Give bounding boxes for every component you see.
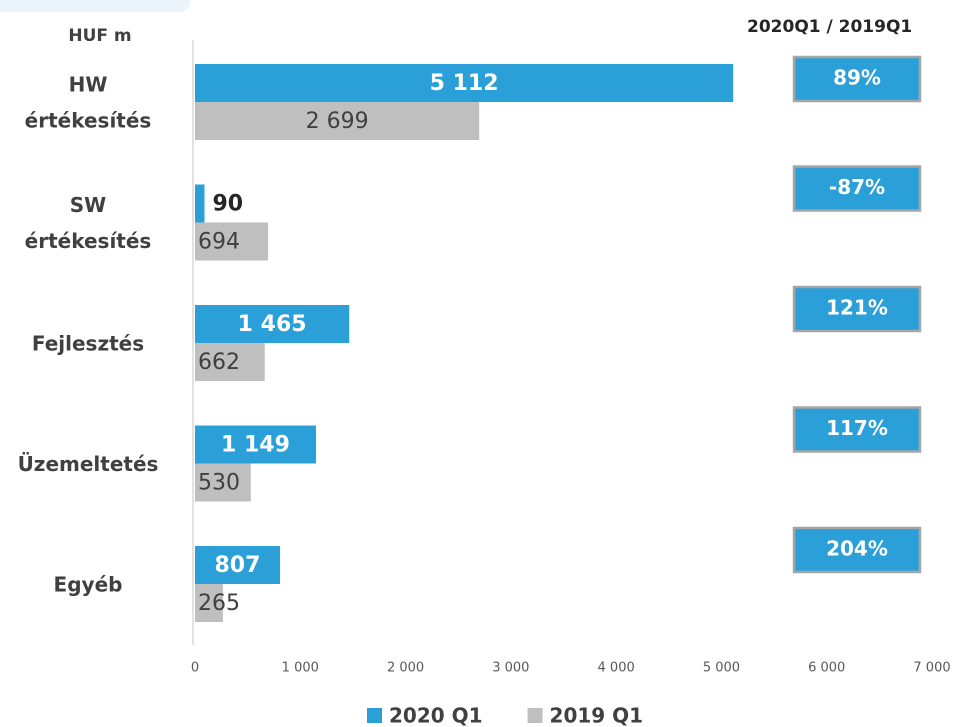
ratio-label: 204% [826,537,888,561]
x-tick-label: 4 000 [598,661,635,676]
category-label: értékesítés [25,109,152,133]
bar [195,102,480,140]
legend-label: 2020 Q1 [389,704,483,727]
bar [195,584,223,622]
category-label: HW [69,73,108,97]
bar [195,184,205,223]
x-tick-label: 7 000 [913,661,950,676]
category-label: értékesítés [25,229,152,253]
legend-label: 2019 Q1 [550,704,644,727]
category-label: Egyéb [54,573,123,597]
value-label: 662 [198,350,240,375]
value-label: 530 [198,471,240,496]
value-label: 5 112 [430,71,499,96]
value-label: 807 [215,553,261,578]
ratio-label: 89% [833,66,881,90]
category-label: SW [70,193,106,217]
value-label: 90 [212,192,243,217]
ratio-label: -87% [829,175,885,199]
x-tick-label: 3 000 [492,661,529,676]
legend-swatch [367,708,382,723]
x-tick-label: 1 000 [282,661,319,676]
ratio-title: 2020Q1 / 2019Q1 [747,17,912,37]
x-tick-label: 5 000 [703,661,740,676]
ratio-box [792,165,922,212]
legend-swatch [527,708,543,723]
unit-label: HUF m [68,26,131,46]
value-label: 265 [198,591,240,616]
bar [195,343,265,381]
value-label: 2 699 [306,109,369,134]
ratio-box [792,406,922,453]
ratio-box [792,55,922,103]
x-tick-label: 0 [191,661,199,676]
value-label: 1 465 [238,312,307,337]
value-label: 1 149 [221,433,290,458]
bar [195,463,251,502]
category-label: Fejlesztés [32,332,144,356]
bar [195,64,734,102]
bar [195,222,269,261]
ratio-label: 121% [826,296,888,320]
decor-tab [0,0,190,12]
x-tick-label: 2 000 [387,661,424,676]
ratio-label: 117% [826,416,888,440]
bar [195,425,316,464]
ratio-box [792,526,922,574]
x-tick-label: 6 000 [808,661,845,676]
category-label: Üzemeltetés [18,452,159,476]
bar [195,546,280,584]
ratio-box [792,285,922,333]
bar [195,305,350,343]
value-label: 694 [198,230,240,255]
